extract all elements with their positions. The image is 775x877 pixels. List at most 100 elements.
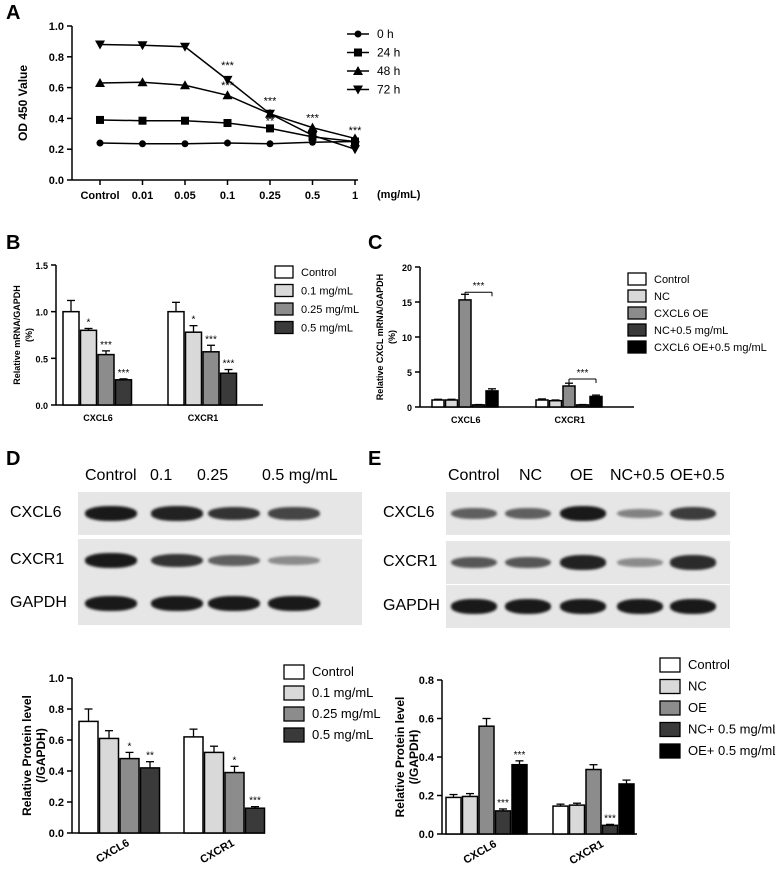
bar [478, 725, 495, 835]
legend-marker [354, 30, 362, 38]
data-point [266, 124, 274, 133]
legend-swatch [627, 340, 647, 354]
legend-swatch [659, 700, 681, 716]
blot-band [208, 506, 260, 521]
bar [552, 805, 569, 835]
data-point [222, 90, 233, 100]
blot-band [560, 599, 606, 614]
data-point [137, 41, 148, 51]
y-tick-label: 1.0 [49, 673, 64, 685]
bracket-label: *** [577, 368, 589, 379]
legend-label: NC+ 0.5 mg/mL [688, 722, 775, 737]
legend-label: 0.5 mg/mL [301, 323, 353, 335]
data-point [95, 40, 105, 50]
legend-swatch [283, 706, 305, 722]
data-point [139, 140, 146, 148]
y-tick-label: 0.4 [49, 113, 65, 125]
significance-label: *** [306, 112, 320, 124]
blot-column-label: 0.25 [197, 467, 229, 484]
panel-letter-d: D [6, 448, 21, 470]
blot-column-label: NC+0.5 [610, 467, 665, 484]
blot-band [208, 554, 260, 567]
y-axis-label-unit: (%) [24, 328, 34, 342]
significance-label: ** [266, 116, 275, 128]
legend-swatch [283, 685, 305, 701]
blot-band [505, 507, 551, 520]
legend-label: 0.25 mg/mL [301, 304, 359, 316]
y-tick-label: 1.0 [35, 308, 48, 318]
y-tick-label: 0.2 [49, 797, 64, 809]
bar [618, 783, 635, 835]
legend-label: 0.5 mg/mL [312, 727, 373, 742]
blot-column-label: OE+0.5 [670, 467, 725, 484]
legend-label: NC [688, 679, 707, 694]
panel-letter-c: C [368, 232, 383, 254]
legend-label: OE+ 0.5 mg/mL [688, 743, 775, 758]
panel-letter-e: E [368, 448, 382, 470]
legend-label: NC [654, 291, 670, 303]
data-point [265, 109, 275, 119]
blot-column-label: 0.5 mg/mL [262, 467, 338, 484]
data-point [181, 140, 189, 148]
y-tick-label: 0.2 [49, 144, 64, 156]
blot-band [151, 553, 203, 568]
blot-band [560, 555, 606, 570]
y-axis-label-unit: (%) [387, 330, 397, 344]
y-axis-label-unit: (/GAPDH) [407, 730, 421, 785]
legend-swatch [274, 265, 294, 279]
legend-label: 48 h [377, 64, 400, 78]
blot-band [670, 506, 716, 521]
y-axis-label: Relative Protein level [20, 695, 34, 816]
blot-row-label: GAPDH [10, 593, 67, 611]
significance-label: *** [604, 813, 616, 824]
data-point [96, 139, 104, 147]
data-point [222, 75, 233, 85]
panel-letter-a: A [6, 2, 21, 24]
y-tick-label: 0.8 [49, 52, 64, 64]
significance-label: *** [221, 80, 235, 92]
y-axis-label-unit: (/GAPDH) [34, 728, 48, 783]
legend-swatch [659, 657, 681, 673]
x-unit-label: (mg/mL) [377, 189, 421, 201]
legend-swatch [627, 323, 647, 337]
data-point [137, 77, 148, 87]
y-tick-label: 0.0 [49, 828, 64, 840]
y-tick-label: 5 [407, 368, 412, 378]
y-tick-label: 0.0 [419, 829, 434, 841]
legend-label: CXCL6 OE+0.5 mg/mL [654, 342, 767, 354]
significance-label: * [233, 755, 237, 766]
legend-swatch [274, 302, 294, 316]
blot-band [451, 507, 497, 520]
bar [461, 795, 479, 835]
blot-column-label: NC [519, 467, 543, 484]
data-point [224, 139, 231, 147]
x-tick-label: 0.25 [259, 190, 280, 202]
legend-label: Control [312, 664, 354, 679]
blot-band [85, 553, 137, 568]
blot-band [151, 506, 203, 521]
y-tick-label: 0.4 [419, 752, 435, 764]
data-point [223, 119, 232, 128]
blot-band [85, 506, 137, 521]
data-point [96, 115, 104, 124]
blot-band [151, 596, 203, 611]
blot-band [85, 596, 137, 611]
legend-marker [353, 85, 363, 95]
significance-label: *** [264, 96, 278, 108]
data-point [266, 140, 274, 148]
data-point [180, 42, 190, 52]
blot-band [268, 555, 320, 566]
significance-label: * [128, 741, 132, 752]
legend-label: 0.25 mg/mL [312, 706, 381, 721]
blot-band [670, 599, 716, 614]
blot-band [505, 556, 551, 569]
legend-label: Control [654, 274, 689, 286]
category-label: CXCR1 [188, 413, 219, 423]
significance-label: ** [146, 751, 154, 762]
y-tick-label: 15 [402, 298, 412, 308]
data-point [180, 80, 190, 90]
